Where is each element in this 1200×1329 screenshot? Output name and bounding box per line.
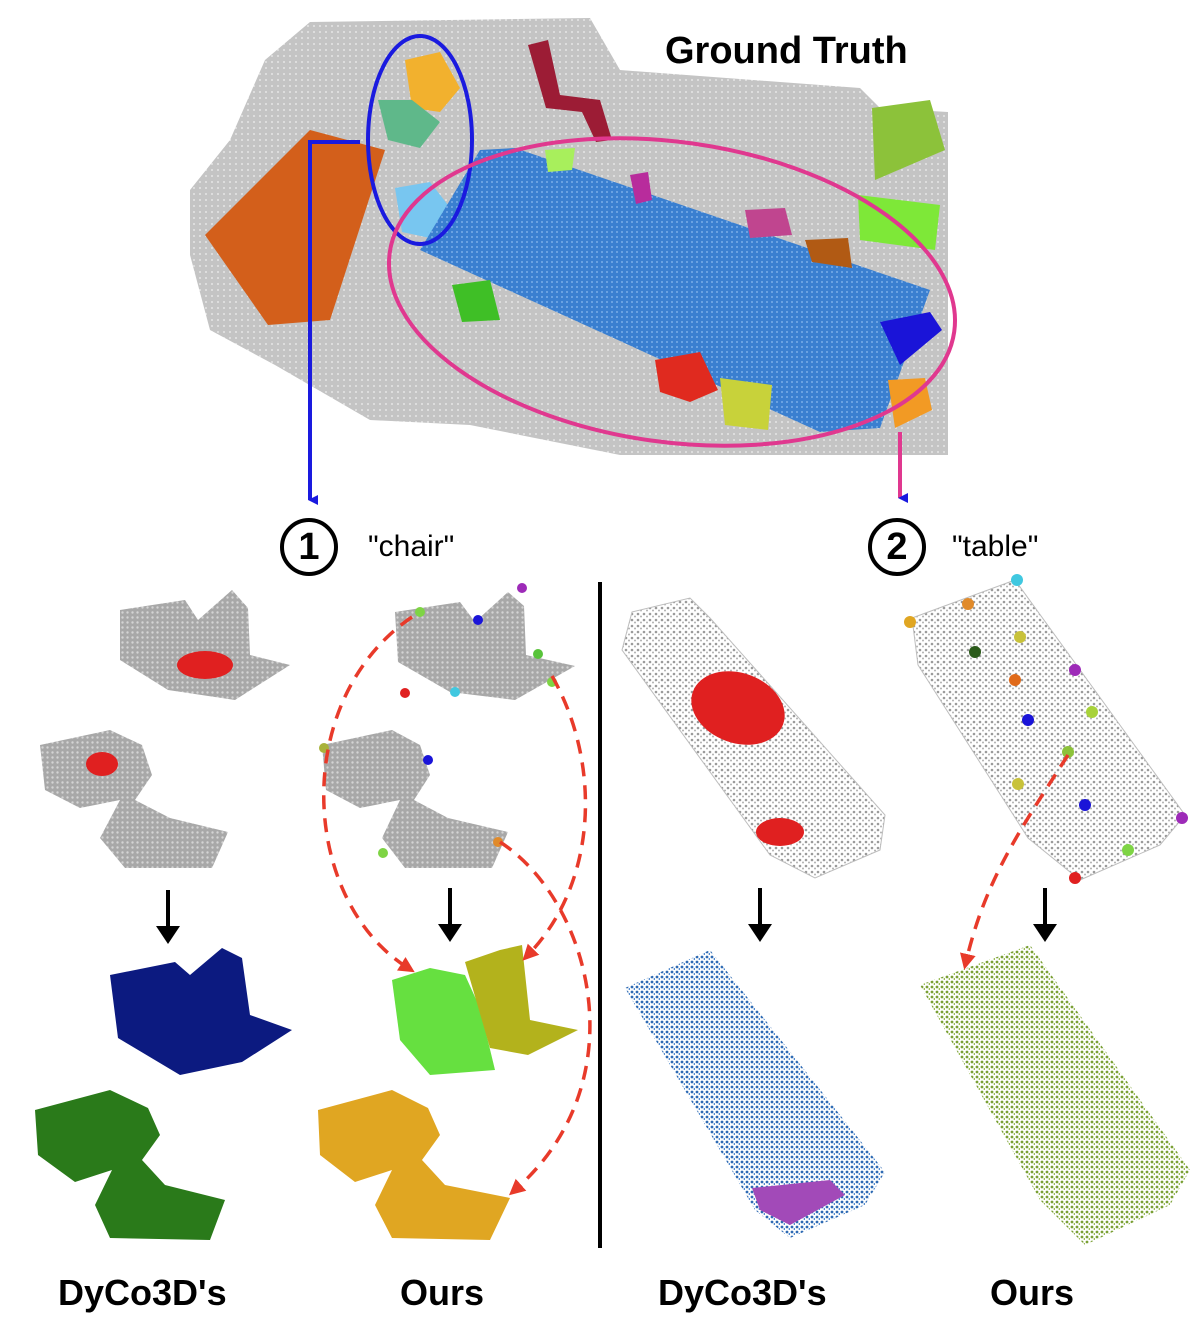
ours-table-anchor — [1079, 799, 1091, 811]
dyco-table-down-arrowhead — [748, 924, 772, 942]
yellow-chair — [405, 52, 460, 112]
ours-anchor — [473, 615, 483, 625]
ours-table-anchor — [1012, 778, 1024, 790]
teal-chair — [378, 100, 440, 148]
method-label-dyco-table: DyCo3D's — [658, 1272, 827, 1313]
method-label-dyco-chair: DyCo3D's — [58, 1272, 227, 1313]
ours-table-anchor — [904, 616, 916, 628]
step-2-category: "table" — [952, 530, 1039, 563]
ours-guide-arrow — [322, 615, 415, 973]
dyco-seed-a — [177, 651, 233, 679]
dyco-input-chair-a — [120, 590, 290, 700]
ours-anchor — [517, 583, 527, 593]
ours-result-table — [920, 945, 1190, 1245]
light-green-object — [872, 100, 945, 180]
ground-truth-scene — [190, 18, 957, 505]
method-label-ours-chair: Ours — [400, 1272, 485, 1313]
ours-table-anchor — [962, 598, 974, 610]
yellow-green-chair — [720, 378, 772, 430]
ours-table-anchor — [1011, 574, 1023, 586]
lime-chair — [545, 148, 575, 172]
ours-guide-arrow — [499, 840, 592, 1196]
table-highlight-ellipse — [387, 136, 957, 448]
dark-red-object — [528, 40, 612, 142]
chair-highlight-ellipse — [366, 34, 474, 246]
ours-anchor — [378, 848, 388, 858]
ground-truth-title: Ground Truth — [665, 30, 908, 72]
ours-chair-panel — [318, 583, 592, 1240]
step-1-category: "chair" — [368, 530, 455, 563]
dyco-seed-b — [86, 752, 118, 776]
ours-result-chair-b — [465, 945, 578, 1055]
ours-guide-arrow — [522, 675, 588, 961]
magenta-chair — [630, 172, 652, 204]
dyco-result-table-purple — [752, 1180, 845, 1225]
red-chair — [655, 352, 718, 402]
dyco-table-panel — [621, 597, 886, 1238]
ours-table-anchor — [1122, 844, 1134, 856]
ours-table-down-arrowhead — [1033, 924, 1057, 942]
ours-table-anchor — [1009, 674, 1021, 686]
ours-table-anchor — [1014, 631, 1026, 643]
ours-anchor — [450, 687, 460, 697]
ours-anchor — [423, 755, 433, 765]
ours-table-guide-arrow — [960, 754, 1070, 970]
orange-object — [205, 130, 385, 325]
ours-table-anchor — [1062, 746, 1074, 758]
dyco-result-chair-a — [110, 948, 292, 1075]
green-chair — [452, 280, 500, 322]
method-label-ours-table: Ours — [990, 1272, 1075, 1313]
dyco-table-seed-b — [756, 818, 804, 846]
ours-down-arrowhead — [438, 924, 462, 942]
chair-arrow — [308, 140, 360, 505]
ours-input-chair-a — [395, 592, 575, 700]
ours-input-chair-b — [322, 730, 508, 868]
dyco-down-arrowhead — [156, 926, 180, 944]
ours-table-anchor — [1086, 706, 1098, 718]
ours-table-panel — [904, 574, 1190, 1245]
ours-anchor — [400, 688, 410, 698]
blue-chair — [880, 312, 942, 365]
dyco-result-chair-b — [35, 1090, 225, 1240]
ours-anchor — [415, 607, 425, 617]
dyco-input-chair-b — [40, 730, 228, 868]
ours-result-chair-c — [318, 1090, 510, 1240]
step-1-badge: 1 — [280, 518, 338, 576]
ours-table-anchor — [1069, 664, 1081, 676]
dyco-chair-panel — [35, 590, 292, 1240]
ours-table-anchor — [1176, 812, 1188, 824]
dyco-table-seed-a — [691, 671, 785, 745]
ours-anchor — [533, 649, 543, 659]
step-2-badge: 2 — [868, 518, 926, 576]
ours-table-anchor — [1069, 872, 1081, 884]
ours-result-chair-a — [392, 968, 495, 1075]
ours-table-anchor — [1022, 714, 1034, 726]
ours-table-anchor — [969, 646, 981, 658]
ours-input-table — [911, 579, 1186, 881]
dyco-result-table — [625, 950, 885, 1238]
pink-chair — [745, 208, 792, 238]
light-blue-chair — [395, 182, 448, 238]
brown-chair — [805, 238, 852, 268]
ours-anchor — [493, 837, 503, 847]
table-gt — [420, 148, 930, 432]
